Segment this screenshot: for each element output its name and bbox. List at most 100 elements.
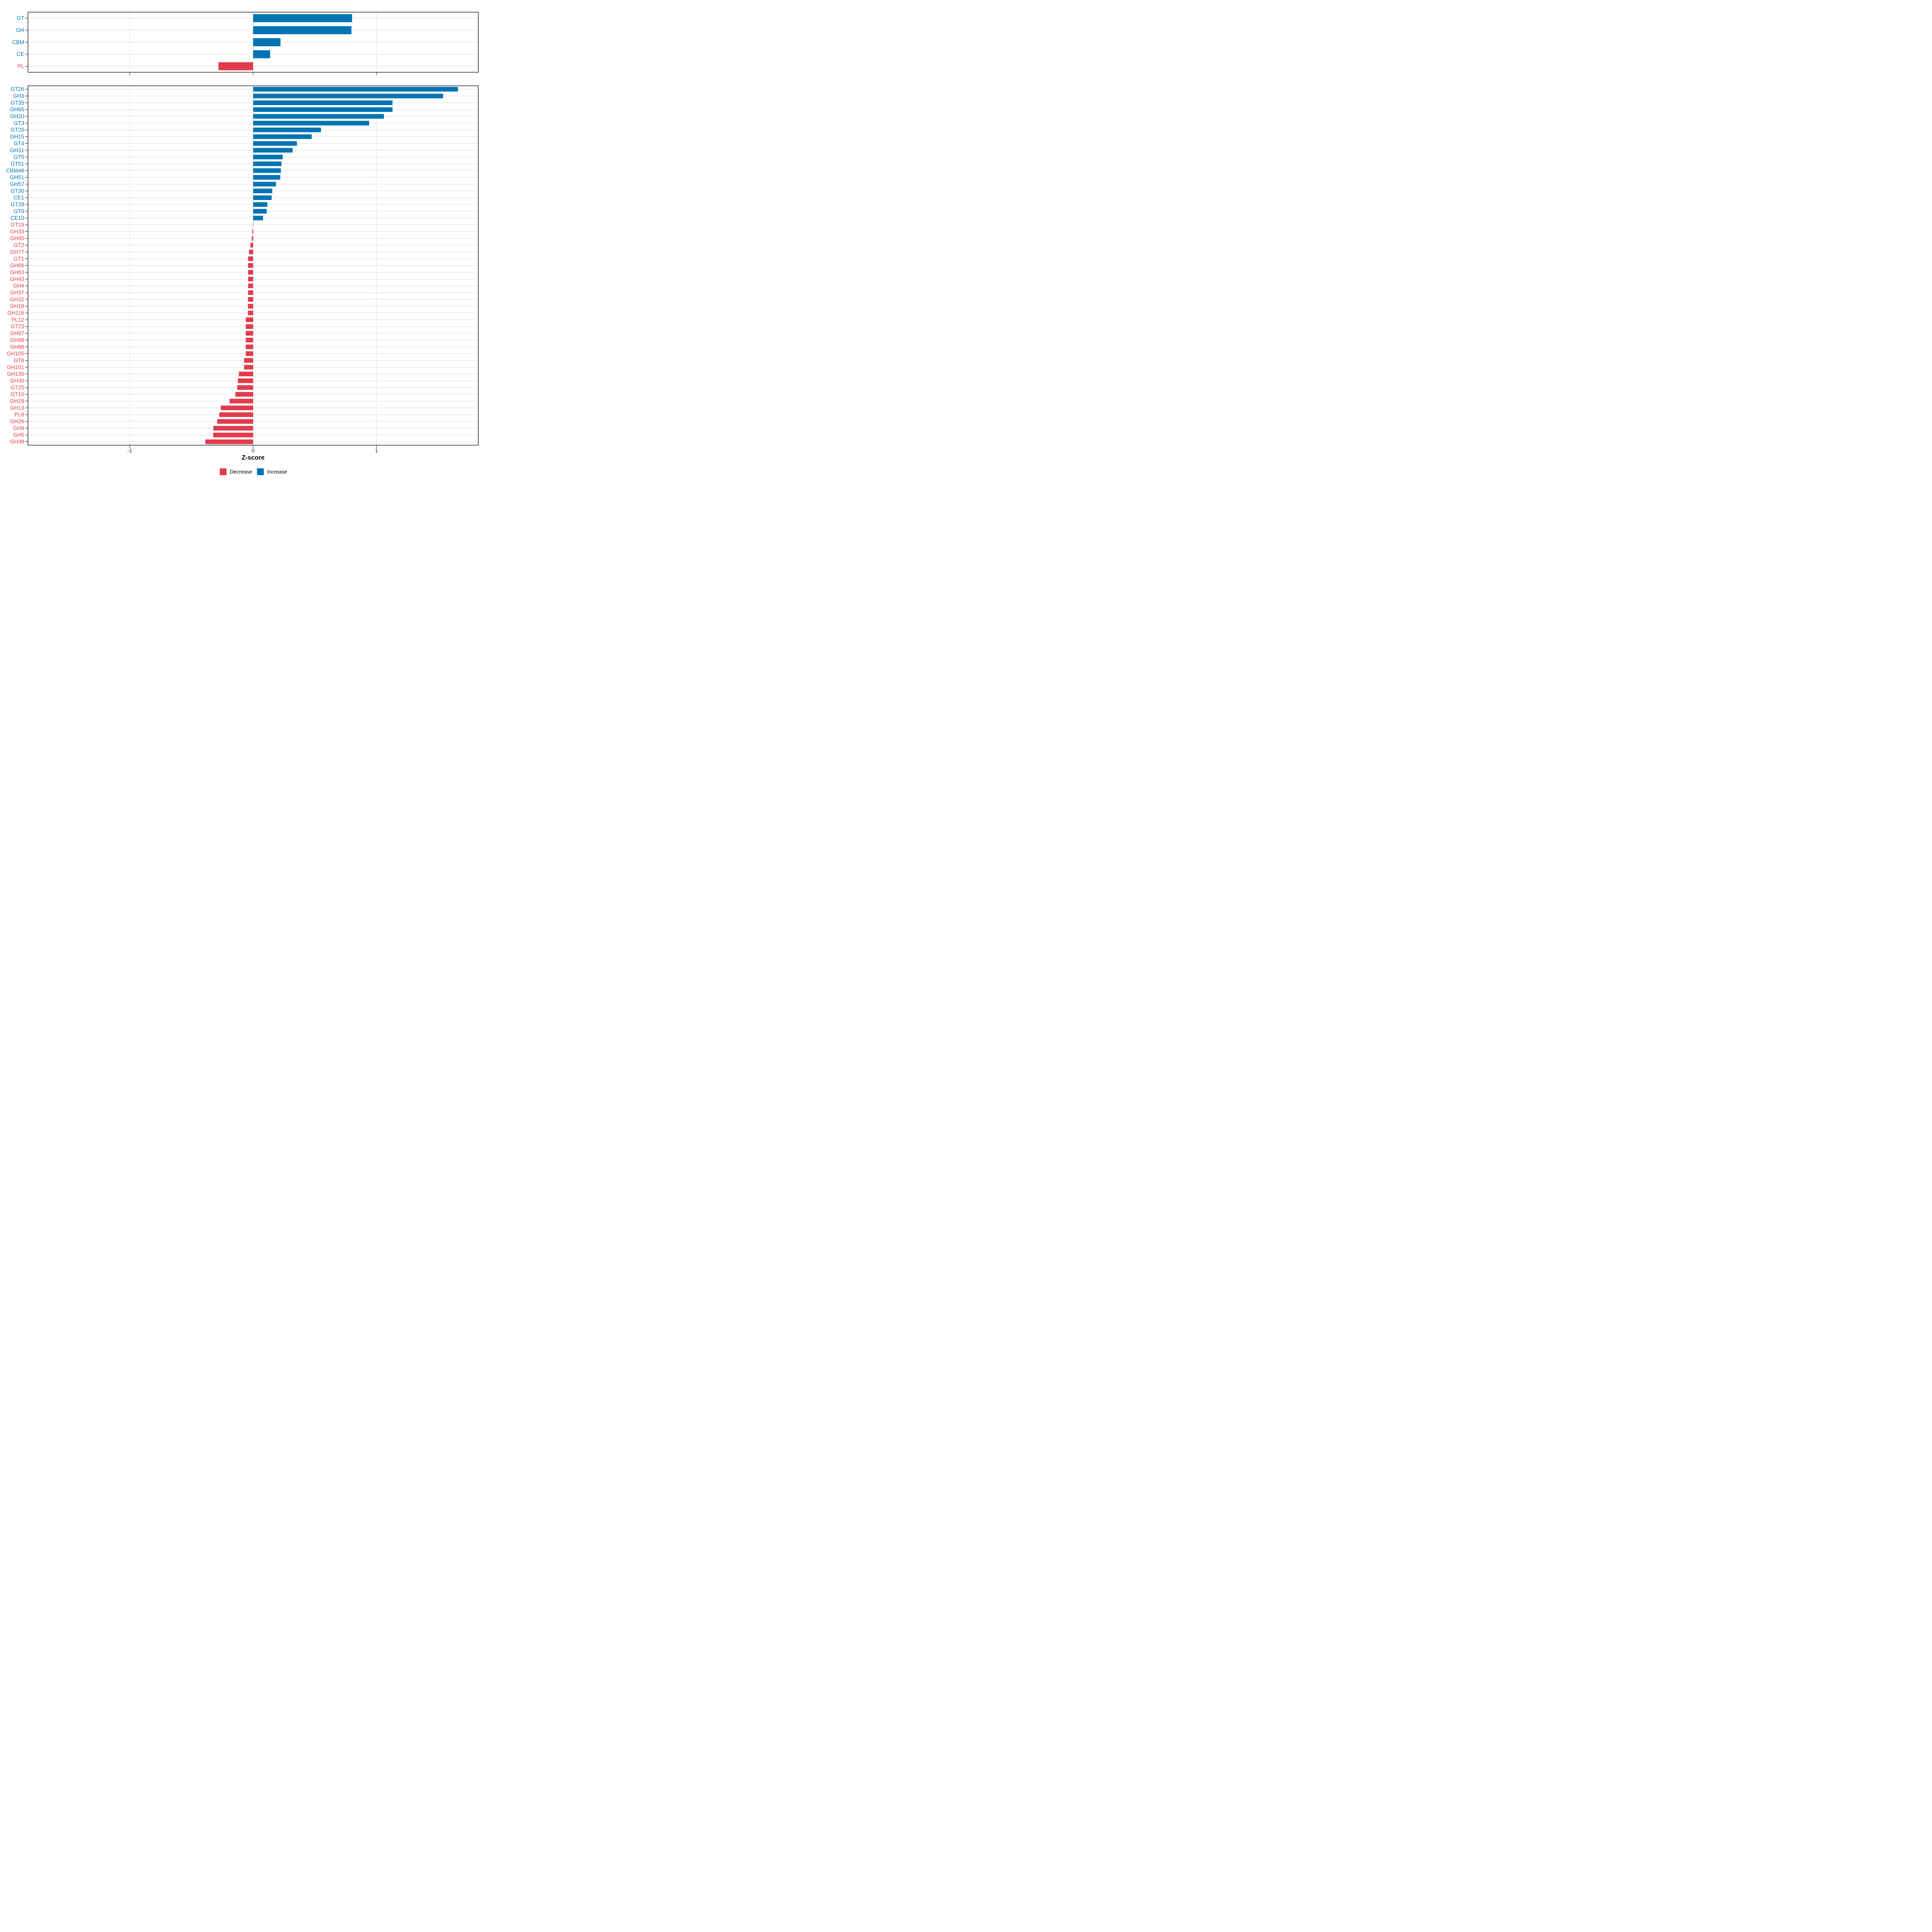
y-label-GT26: GT26 (10, 86, 24, 92)
y-label-GH57: GH57 (10, 181, 24, 187)
y-label-GH3: GH3 (13, 93, 24, 99)
legend: Decrease Increase (220, 468, 287, 475)
y-label-GT20: GT20 (10, 127, 24, 133)
y-label-GH77: GH77 (10, 249, 24, 255)
y-label-GT28: GT28 (10, 202, 24, 208)
bar-GH20 (253, 114, 384, 119)
bar-GH101 (244, 365, 253, 370)
bar-GH38 (205, 439, 253, 444)
bar-GH66 (248, 263, 253, 268)
y-label-GH97: GH97 (10, 330, 24, 336)
bar-GH26 (217, 419, 253, 424)
bar-GH31 (253, 148, 293, 153)
bar-GH77 (249, 250, 253, 254)
bar-GT20 (253, 127, 321, 132)
bar-GH68 (246, 345, 253, 349)
bar-GH3 (253, 93, 443, 99)
bar-GH33 (252, 229, 253, 234)
bar-GH13 (221, 405, 253, 411)
y-label-GT51: GT51 (10, 161, 24, 167)
panel-families: GT26GH3GT35GH65GH20GT3GT20GH15GT4GH31GT5… (6, 85, 479, 448)
x-tick-label--1: -1 (127, 447, 132, 454)
bar-GH18 (248, 303, 253, 309)
y-label-GT23: GT23 (10, 324, 24, 330)
y-label-GT1: GT1 (14, 256, 24, 262)
y-label-GT25: GT25 (10, 384, 24, 390)
bar-GH4 (248, 283, 253, 288)
x-tick-label-1: 1 (375, 447, 378, 454)
bar-GH105 (246, 351, 253, 356)
y-label-GT9: GT9 (14, 208, 24, 214)
y-label-GH30: GH30 (10, 378, 24, 384)
y-label-GT30: GT30 (10, 188, 24, 194)
y-label-GH: GH (16, 27, 24, 33)
bar-GH (253, 26, 352, 35)
y-label-GH130: GH130 (7, 371, 24, 377)
y-label-GH5: GH5 (13, 432, 24, 438)
y-label-CBM48: CBM48 (6, 167, 24, 173)
bar-GT28 (253, 202, 268, 207)
bar-CBM48 (253, 168, 281, 173)
y-label-CE: CE (17, 51, 24, 57)
bar-GH97 (246, 331, 253, 336)
y-label-GH29: GH29 (10, 398, 24, 404)
bar-CE (253, 50, 270, 58)
y-label-GH68: GH68 (10, 344, 24, 350)
bar-CE10 (253, 215, 263, 221)
bar-GH30 (237, 378, 253, 383)
y-label-GH31: GH31 (10, 147, 24, 153)
bar-GT6 (244, 358, 253, 363)
bar-GH88 (246, 338, 253, 343)
bar-GT26 (253, 87, 458, 92)
y-label-PL: PL (17, 63, 24, 69)
bar-GT5 (253, 155, 283, 159)
bar-CBM (253, 38, 281, 46)
bar-GT3 (253, 121, 369, 126)
y-label-GH15: GH15 (10, 134, 24, 140)
bar-PL12 (246, 317, 253, 322)
y-label-GH18: GH18 (10, 303, 24, 309)
bar-GH32 (248, 297, 253, 302)
x-axis-title: Z-score (242, 454, 264, 461)
bar-GH51 (253, 175, 281, 180)
y-label-GH51: GH51 (10, 174, 24, 180)
y-label-CE1: CE1 (14, 195, 24, 201)
bar-GH37 (248, 290, 253, 295)
legend-swatch-decrease (220, 468, 227, 475)
bar-GH5 (213, 432, 253, 438)
y-label-GH95: GH95 (10, 235, 24, 242)
y-label-CE10: CE10 (10, 215, 24, 221)
y-label-GH26: GH26 (10, 419, 24, 425)
bar-GT4 (253, 141, 297, 146)
y-label-GH38: GH38 (10, 439, 24, 445)
bar-PL (218, 62, 253, 70)
x-tick-label-0: 0 (252, 447, 255, 454)
bar-GH65 (253, 107, 393, 112)
y-label-GH65: GH65 (10, 107, 24, 113)
y-label-GH63: GH63 (10, 269, 24, 275)
y-label-GT19: GT19 (10, 222, 24, 228)
y-label-GH88: GH88 (10, 337, 24, 343)
bar-GH9 (213, 426, 253, 431)
y-label-GT: GT (17, 15, 24, 21)
bar-GH43 (248, 277, 253, 282)
bar-GT25 (237, 385, 253, 390)
y-label-GT10: GT10 (10, 391, 24, 397)
y-label-GH43: GH43 (10, 276, 24, 282)
bar-CE1 (253, 195, 272, 200)
bar-GT9 (253, 209, 267, 214)
y-label-GH66: GH66 (10, 262, 24, 268)
y-label-GH101: GH101 (7, 364, 24, 370)
y-label-CBM: CBM (12, 39, 24, 45)
y-label-GH4: GH4 (13, 283, 24, 289)
bar-GH116 (248, 310, 253, 316)
y-label-GH37: GH37 (10, 290, 24, 296)
y-label-GT2: GT2 (14, 242, 24, 248)
legend-swatch-increase (257, 468, 264, 475)
bar-PL8 (219, 412, 253, 417)
bar-GH57 (253, 182, 276, 187)
bar-GH15 (253, 134, 312, 139)
bar-GT2 (250, 243, 253, 248)
y-label-GT4: GT4 (14, 140, 25, 147)
y-label-GT5: GT5 (14, 154, 24, 160)
